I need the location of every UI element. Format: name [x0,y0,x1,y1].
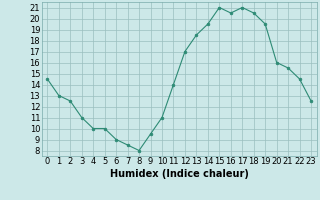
X-axis label: Humidex (Indice chaleur): Humidex (Indice chaleur) [110,169,249,179]
